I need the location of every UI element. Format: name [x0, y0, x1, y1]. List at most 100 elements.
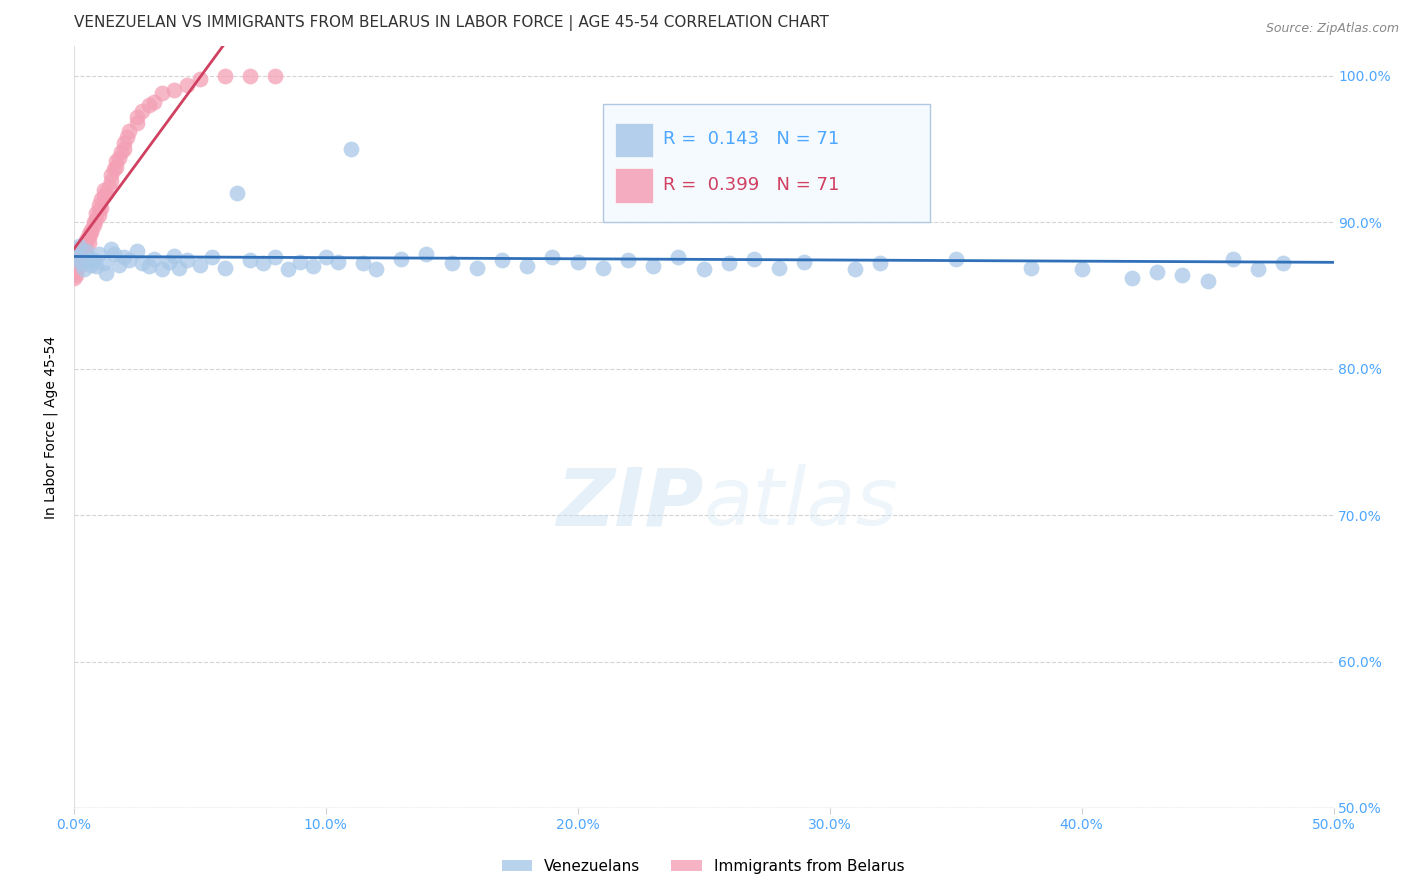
Point [70, 247, 93, 261]
Point [415, 247, 437, 261]
Point [84, 259, 107, 273]
Point [264, 69, 287, 83]
Point [290, 254, 312, 268]
Point [62, 247, 84, 261]
Point [103, 247, 125, 261]
Point [176, 78, 198, 92]
Point [100, 242, 122, 256]
Point [83, 218, 105, 232]
Point [1070, 262, 1092, 277]
Legend: Venezuelans, Immigrants from Belarus: Venezuelans, Immigrants from Belarus [495, 853, 911, 880]
Point [110, 145, 132, 159]
Point [70, 252, 93, 266]
Point [65, 252, 87, 266]
Point [80, 222, 103, 236]
Point [115, 130, 138, 145]
Point [118, 253, 141, 268]
Point [239, 253, 262, 268]
Point [666, 250, 689, 264]
Point [188, 258, 211, 272]
Point [87, 247, 110, 261]
Point [67, 238, 90, 252]
Point [328, 254, 350, 268]
Text: R =  0.399   N = 71: R = 0.399 N = 71 [664, 176, 839, 194]
Point [1171, 268, 1194, 282]
Bar [616, 122, 654, 157]
Point [138, 98, 160, 112]
Point [105, 153, 128, 168]
Point [84, 212, 107, 227]
Point [1247, 262, 1270, 277]
Point [73, 250, 96, 264]
Point [1197, 274, 1219, 288]
Point [818, 112, 841, 127]
Point [643, 259, 665, 273]
Point [201, 250, 224, 264]
Point [80, 226, 103, 240]
Point [67, 252, 90, 266]
Point [108, 258, 131, 272]
Point [65, 259, 87, 273]
Point [717, 256, 740, 270]
Point [118, 124, 141, 138]
Point [73, 238, 96, 252]
Point [75, 244, 97, 259]
Point [65, 250, 87, 264]
Y-axis label: In Labor Force | Age 45-54: In Labor Force | Age 45-54 [44, 335, 58, 519]
Point [112, 142, 135, 156]
Point [125, 115, 148, 129]
Point [150, 87, 173, 101]
Point [1121, 270, 1143, 285]
Point [252, 256, 274, 270]
Point [77, 227, 100, 241]
Point [103, 162, 125, 177]
Point [83, 215, 105, 229]
Point [65, 250, 87, 264]
Point [264, 250, 287, 264]
Point [1272, 256, 1295, 270]
Point [567, 254, 589, 268]
Point [163, 83, 186, 97]
Point [62, 265, 84, 279]
Point [163, 249, 186, 263]
Point [108, 151, 131, 165]
Point [742, 252, 765, 266]
Point [62, 244, 84, 259]
Point [131, 103, 153, 118]
Point [65, 262, 87, 277]
Point [96, 186, 118, 200]
Point [67, 244, 90, 259]
Point [125, 244, 148, 259]
Point [62, 242, 84, 256]
Point [112, 250, 135, 264]
Point [77, 230, 100, 244]
Text: atlas: atlas [703, 465, 898, 542]
Point [62, 256, 84, 270]
Point [70, 256, 93, 270]
Point [157, 254, 180, 268]
Point [105, 160, 128, 174]
Point [87, 197, 110, 211]
Text: ZIP: ZIP [557, 465, 703, 542]
Point [440, 256, 463, 270]
Point [90, 201, 112, 215]
Point [491, 253, 513, 268]
Point [1222, 252, 1244, 266]
Point [125, 110, 148, 124]
Point [75, 244, 97, 259]
Point [67, 259, 90, 273]
Bar [616, 169, 654, 202]
Point [389, 252, 412, 266]
Point [112, 136, 135, 150]
Point [352, 256, 374, 270]
Point [339, 142, 361, 156]
Point [65, 268, 87, 282]
Point [465, 260, 488, 275]
Point [1019, 260, 1042, 275]
Text: R =  0.143   N = 71: R = 0.143 N = 71 [664, 130, 839, 148]
Point [75, 233, 97, 247]
Point [93, 183, 115, 197]
Point [364, 262, 387, 277]
Point [75, 235, 97, 250]
Point [768, 260, 790, 275]
